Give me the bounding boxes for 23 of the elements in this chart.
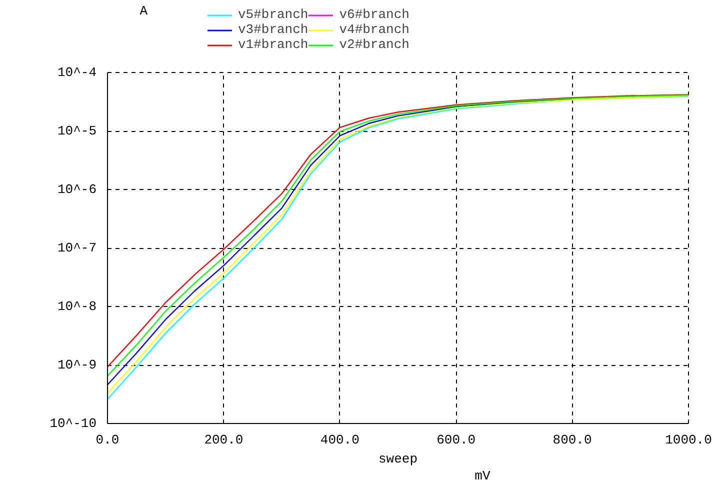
- legend-label: v2#branch: [339, 37, 410, 52]
- legend-label: v6#branch: [339, 7, 410, 22]
- x-tick-label: 400.0: [320, 432, 360, 448]
- legend-label: v3#branch: [238, 22, 308, 37]
- x-tick-label: 0.0: [96, 432, 120, 448]
- y-tick-label: 10^-4: [57, 65, 97, 80]
- x-axis-title: sweep: [378, 452, 418, 466]
- legend-label: v5#branch: [238, 7, 308, 22]
- line-series: [108, 98, 573, 386]
- legend-label: v1#branch: [238, 37, 308, 52]
- y-tick-label: 10^-7: [57, 240, 97, 256]
- text: mV: [474, 468, 490, 484]
- y-tick-label: 10^-5: [57, 124, 97, 138]
- y-tick-label: 10^-6: [57, 182, 97, 197]
- y-axis-title: A: [140, 4, 148, 18]
- y-tick-label: 10^-10: [50, 416, 97, 431]
- legend-label: v4#branch: [339, 22, 410, 37]
- x-tick-label: 600.0: [436, 432, 476, 448]
- x-tick-label: 800.0: [552, 432, 592, 448]
- y-tick-label: 10^-8: [57, 299, 97, 314]
- y-tick-label: 10^-9: [57, 358, 97, 372]
- x-tick-label: 1000.0: [665, 432, 712, 448]
- x-tick-label: 200.0: [204, 432, 244, 448]
